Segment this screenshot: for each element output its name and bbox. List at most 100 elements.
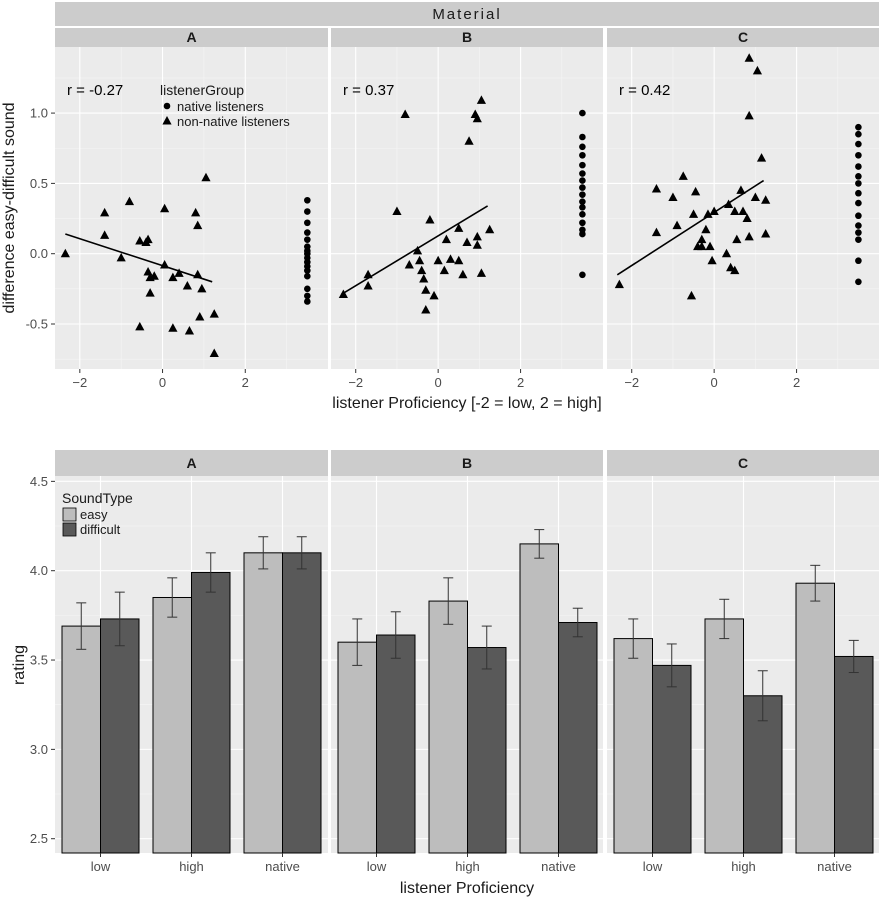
y-tick-label: 3.5	[30, 653, 48, 668]
x-tick-label: 0	[435, 375, 442, 390]
point-non-native	[668, 192, 678, 201]
point-non-native	[752, 65, 763, 75]
point-non-native	[756, 153, 767, 162]
point-native	[304, 292, 311, 300]
point-non-native	[419, 274, 429, 283]
y-tick-label: 2.5	[30, 831, 48, 846]
point-non-native	[100, 230, 110, 239]
point-native	[855, 140, 862, 148]
bar-difficult	[191, 571, 231, 854]
point-non-native	[429, 290, 439, 300]
legend-key-triangle	[162, 116, 172, 125]
panel-label: A	[186, 29, 196, 45]
point-non-native	[701, 224, 711, 234]
point-native	[579, 170, 586, 177]
point-native	[304, 219, 311, 227]
point-non-native	[439, 265, 449, 275]
bar-difficult	[558, 622, 598, 854]
bar-easy	[613, 638, 653, 854]
y-axis-title: rating	[11, 645, 28, 685]
point-non-native	[160, 203, 170, 213]
point-non-native	[651, 184, 662, 193]
bar-easy	[795, 582, 835, 854]
point-non-native	[738, 206, 748, 216]
point-non-native	[705, 241, 715, 251]
point-native	[855, 123, 862, 131]
panel-strip	[331, 28, 603, 47]
point-non-native	[742, 213, 752, 223]
point-native	[855, 212, 862, 220]
legend-key-difficult	[62, 522, 77, 537]
correlation-annotation: r = 0.42	[619, 82, 670, 99]
point-non-native	[193, 220, 203, 230]
panel-strip	[607, 450, 879, 476]
point-native	[304, 285, 311, 293]
correlation-annotation: r = -0.27	[67, 82, 123, 99]
point-non-native	[425, 214, 435, 224]
point-non-native	[678, 171, 688, 180]
point-non-native	[433, 255, 443, 265]
point-non-native	[338, 289, 348, 298]
point-native	[579, 161, 586, 169]
bar-difficult	[834, 655, 874, 854]
point-non-native	[686, 290, 697, 300]
bar-difficult	[282, 552, 322, 854]
legend-label: difficult	[80, 522, 121, 537]
point-non-native	[744, 110, 754, 120]
point-non-native	[651, 227, 662, 237]
x-tick-label: high	[179, 859, 204, 874]
correlation-annotation: r = 0.37	[343, 82, 394, 99]
y-tick-label: 1.0	[30, 106, 48, 121]
point-non-native	[145, 288, 155, 297]
bar-easy	[61, 625, 101, 854]
point-non-native	[703, 209, 713, 218]
point-non-native	[417, 265, 427, 275]
point-native	[855, 163, 862, 170]
point-non-native	[476, 95, 487, 104]
point-non-native	[730, 265, 740, 275]
point-non-native	[421, 285, 431, 294]
x-tick-label: −2	[624, 375, 639, 390]
point-non-native	[736, 185, 746, 194]
point-non-native	[135, 236, 145, 245]
y-tick-label: 0.0	[30, 246, 48, 261]
point-native	[579, 211, 586, 218]
point-non-native	[412, 245, 423, 255]
bar-easy	[519, 543, 559, 854]
point-non-native	[201, 172, 211, 182]
panel-label: B	[462, 29, 472, 45]
point-native	[579, 143, 586, 151]
bar-easy	[337, 641, 377, 854]
facet-strip	[55, 2, 879, 26]
point-native	[579, 271, 586, 279]
point-non-native	[744, 231, 754, 241]
x-tick-label: high	[731, 859, 756, 874]
point-native	[855, 130, 862, 138]
x-tick-label: −2	[72, 375, 87, 390]
point-non-native	[116, 252, 126, 262]
point-non-native	[193, 269, 203, 279]
x-tick-label: 2	[793, 375, 800, 390]
point-native	[304, 298, 311, 305]
bar-easy	[704, 618, 744, 854]
point-native	[579, 191, 586, 198]
point-native	[579, 109, 586, 117]
x-tick-label: 0	[711, 375, 718, 390]
point-non-native	[400, 109, 410, 118]
point-native	[579, 230, 586, 238]
legend-title: SoundType	[62, 490, 133, 506]
point-native	[855, 257, 862, 265]
bar-difficult	[652, 664, 692, 854]
y-tick-label: 3.0	[30, 742, 48, 757]
point-native	[855, 173, 862, 180]
point-non-native	[160, 259, 170, 269]
panel-strip	[607, 28, 879, 47]
point-non-native	[730, 206, 740, 216]
point-native	[855, 151, 862, 159]
x-tick-label: native	[817, 859, 852, 874]
y-tick-label: 0.5	[30, 176, 48, 191]
point-non-native	[732, 234, 742, 244]
point-non-native	[124, 196, 135, 206]
